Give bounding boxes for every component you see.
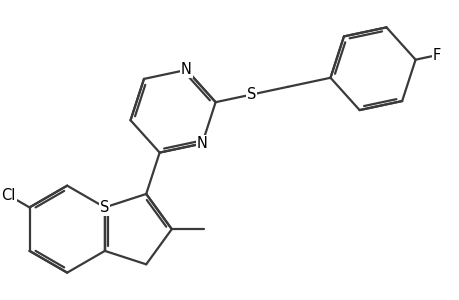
Text: N: N bbox=[181, 62, 191, 77]
Text: Cl: Cl bbox=[1, 188, 16, 203]
Text: S: S bbox=[246, 87, 256, 102]
Text: S: S bbox=[100, 200, 109, 215]
Text: F: F bbox=[432, 48, 440, 63]
Text: N: N bbox=[196, 136, 207, 151]
